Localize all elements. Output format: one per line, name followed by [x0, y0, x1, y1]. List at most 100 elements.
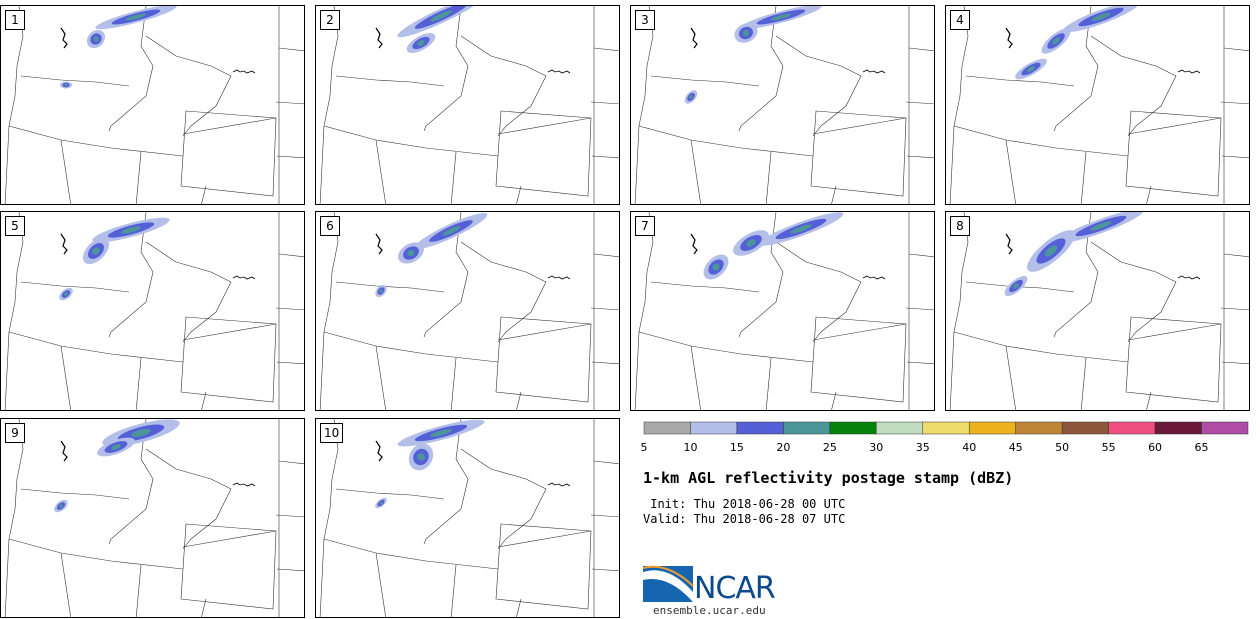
state-boundary-line	[319, 419, 339, 617]
state-boundary-line	[110, 560, 184, 570]
state-boundary-line	[425, 353, 499, 363]
lake-outline	[547, 69, 571, 74]
panel-number-label: 2	[320, 10, 340, 30]
colorbar-tick-label: 10	[683, 441, 698, 454]
panel-number-label: 3	[635, 10, 655, 30]
state-boundary-line	[1005, 139, 1017, 204]
state-boundary-line	[180, 523, 277, 610]
state-boundary-line	[908, 253, 934, 258]
lake-outline	[1177, 69, 1201, 74]
state-boundary-line	[323, 331, 427, 355]
reflectivity-area	[790, 224, 812, 234]
state-boundary-line	[8, 331, 112, 355]
state-boundary-line	[906, 361, 934, 365]
state-boundary-line	[738, 212, 784, 338]
figure-title: 1-km AGL reflectivity postage stamp (dBZ…	[643, 469, 1014, 487]
map-panel: 9	[0, 418, 305, 618]
colorbar-tick-label: 5	[640, 441, 648, 454]
state-boundary-line	[497, 323, 592, 341]
state-boundary-line	[108, 212, 154, 338]
lake-outline	[547, 275, 571, 280]
reflectivity-area	[430, 429, 452, 437]
state-boundary-line	[831, 185, 837, 204]
state-boundary-line	[740, 353, 814, 363]
state-boundary-line	[182, 530, 277, 548]
state-boundary-line	[1127, 323, 1222, 341]
state-boundary-line	[180, 110, 277, 197]
reflectivity-area	[64, 292, 68, 296]
reflectivity-area	[746, 239, 756, 247]
state-boundary-line	[593, 253, 619, 258]
state-boundary-line	[278, 47, 304, 52]
state-boundary-line	[450, 564, 457, 617]
reflectivity-area	[1090, 221, 1112, 231]
state-boundaries-map	[319, 419, 619, 617]
reflectivity-area	[64, 83, 68, 87]
puget-sound-outline	[375, 233, 383, 255]
state-boundary-line	[180, 316, 277, 403]
puget-sound-outline	[60, 233, 68, 255]
reflectivity-area	[93, 36, 99, 42]
reflectivity-area	[111, 444, 121, 450]
colorbar-tick-label: 50	[1055, 441, 1070, 454]
state-boundary-line	[1080, 357, 1087, 410]
state-boundary-line	[516, 391, 522, 410]
colorbar-tick-label: 60	[1148, 441, 1163, 454]
state-boundary-line	[460, 241, 547, 343]
puget-sound-outline	[690, 233, 698, 255]
state-boundary-line	[516, 598, 522, 617]
reflectivity-area	[121, 226, 141, 234]
reflectivity-area	[1052, 37, 1060, 45]
state-boundary-line	[638, 125, 742, 149]
state-boundary-line	[497, 530, 592, 548]
state-boundary-line	[182, 323, 277, 341]
state-boundary-line	[375, 139, 387, 204]
state-boundary-line	[425, 147, 499, 157]
reflectivity-area	[92, 247, 100, 255]
state-boundary-line	[335, 488, 445, 500]
state-boundary-line	[1090, 241, 1177, 343]
state-boundary-line	[650, 281, 760, 293]
colorbar-tick-label: 30	[869, 441, 884, 454]
state-boundary-line	[1127, 117, 1222, 135]
map-panel: 8	[945, 211, 1250, 411]
colorbar-swatch	[1015, 421, 1063, 435]
panel-number-label: 9	[5, 423, 25, 443]
state-boundary-line	[1220, 307, 1249, 311]
state-boundary-line	[590, 307, 619, 311]
state-boundary-line	[425, 560, 499, 570]
state-boundary-line	[60, 552, 72, 617]
init-time: Init: Thu 2018-06-28 00 UTC	[643, 497, 846, 511]
panel-number-label: 7	[635, 216, 655, 236]
map-panel: 1	[0, 5, 305, 205]
panel-number-label: 8	[950, 216, 970, 236]
state-boundary-line	[1220, 101, 1249, 105]
state-boundary-line	[108, 6, 154, 132]
state-boundary-line	[497, 117, 592, 135]
state-boundaries-map	[319, 212, 619, 410]
state-boundary-line	[135, 357, 142, 410]
state-boundary-line	[182, 117, 277, 135]
colorbar-tick-label: 40	[962, 441, 977, 454]
reflectivity-area	[1013, 283, 1019, 289]
map-panel: 6	[315, 211, 620, 411]
state-boundary-line	[965, 281, 1075, 293]
state-boundary-line	[1146, 185, 1152, 204]
state-boundary-line	[810, 110, 907, 197]
state-boundary-line	[8, 538, 112, 562]
state-boundary-line	[201, 598, 207, 617]
state-boundary-line	[4, 419, 24, 617]
map-panel: 4	[945, 5, 1250, 205]
state-boundary-line	[812, 117, 907, 135]
state-boundary-line	[495, 523, 592, 610]
state-boundary-line	[8, 125, 112, 149]
state-boundary-line	[145, 241, 232, 343]
map-panel: 10	[315, 418, 620, 618]
state-boundary-line	[460, 35, 547, 137]
state-boundary-line	[319, 212, 339, 410]
state-boundary-line	[949, 6, 969, 204]
state-boundary-line	[1125, 110, 1222, 197]
colorbar-tick-label: 65	[1194, 441, 1209, 454]
state-boundary-line	[323, 538, 427, 562]
map-panel: 2	[315, 5, 620, 205]
